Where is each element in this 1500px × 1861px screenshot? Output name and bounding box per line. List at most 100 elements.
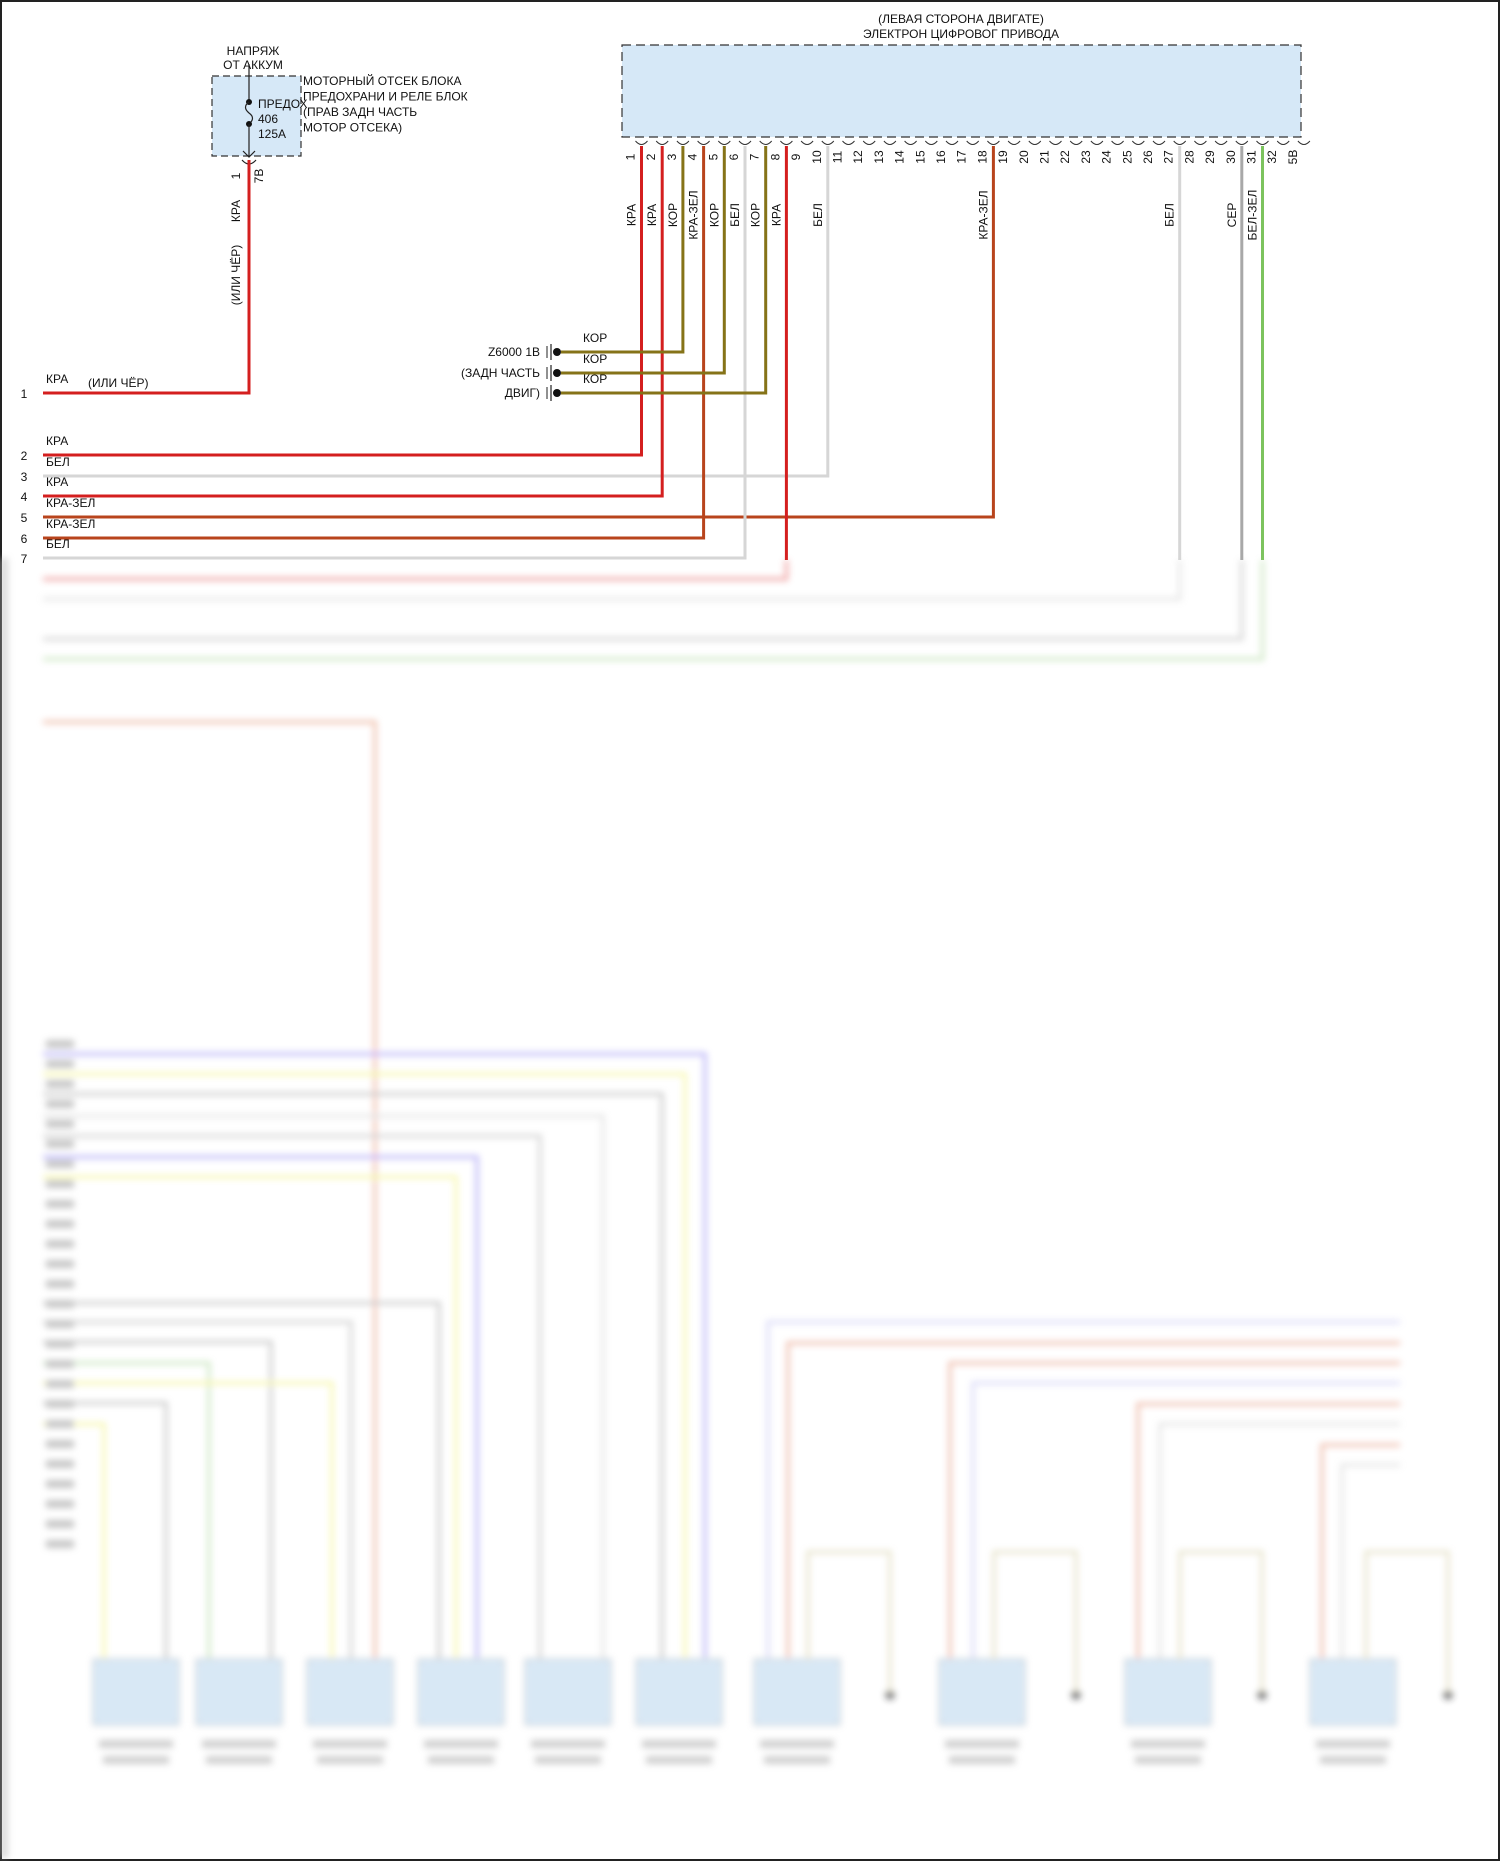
row-wire-label: БЕЛ [46,455,70,469]
blur-component [417,1658,505,1726]
ecu-pin-wire-label: КОР [707,203,721,227]
fuse-block-box [211,75,302,157]
row-wire-label: БЕЛ [46,537,70,551]
ecu-pin-number: 26 [1141,150,1155,164]
pin-connector-icon [904,140,917,145]
blur-label [46,1080,74,1088]
blur-wire [43,560,1264,661]
pin-connector-icon [780,140,793,145]
blur-label [46,1380,74,1388]
row-wire-label: КРА [46,475,68,489]
fuse-block-label: ПРЕДОХРАНИ И РЕЛЕ БЛОК [303,90,468,104]
blur-label [46,1540,74,1548]
ecu-box [621,44,1302,138]
blur-label [46,1120,74,1128]
ecu-pin-number: 21 [1038,150,1052,164]
row-wire-label: КРА [46,434,68,448]
blur-label [46,1200,74,1208]
ecu-pin-wire-label: КРА-ЗЕЛ [976,190,990,239]
row-number: 7 [21,552,28,566]
pin-connector-icon [1256,140,1269,145]
ecu-pin-number: 5 [706,153,720,160]
blur-label [46,1100,74,1108]
arrow-icon [242,150,256,158]
wire-pin-4 [43,146,706,540]
pin-connector-icon [1090,140,1104,145]
blur-label [535,1756,601,1764]
blur-label [206,1756,272,1764]
blur-wire [992,1550,1078,1690]
blur-label [46,1520,74,1528]
ground-wire-label: КОР [583,372,607,386]
fuse-block-label: (ПРАВ ЗАДН ЧАСТЬ [303,105,417,119]
ecu-pin-number: 17 [955,150,969,164]
blur-label [46,1280,74,1288]
blur-label [642,1740,716,1748]
ecu-pin-number: 18 [975,150,989,164]
blur-wire [43,720,377,1676]
blur-label [46,1060,74,1068]
blur-wire [1178,1550,1264,1690]
blur-wire [43,1301,441,1676]
row-number: 2 [21,449,28,463]
blur-component [635,1658,723,1726]
row-wire-label: КРА [46,372,68,386]
pin-connector-icon [1131,140,1145,145]
blur-label [949,1756,1015,1764]
ecu-pin-wire-label: КРА [645,204,659,226]
blur-label [46,1180,74,1188]
blur-label [317,1756,383,1764]
blur-wire [43,1052,707,1676]
pin-connector-icon [945,140,959,145]
pin-connector-icon [966,140,980,145]
blur-label [46,1480,74,1488]
ecu-pin-number: 29 [1203,150,1217,164]
ecu-pin-number: 2 [644,153,658,160]
ground-terminal [553,369,561,377]
blur-component [1309,1658,1397,1726]
ecu-pin-number: 7 [748,153,762,160]
pin-connector-icon [1214,140,1228,145]
blur-label [424,1740,498,1748]
blur-wire [786,1341,1400,1676]
ecu-pin-number: 19 [996,150,1010,164]
fuse-block-label: МОТОР ОТСЕКА) [303,121,402,135]
ecu-pin-number: 22 [1058,150,1072,164]
blur-label [46,1320,74,1328]
blur-label [764,1756,830,1764]
pin-connector-icon [1007,140,1021,145]
blur-wire [1320,1443,1400,1676]
ecu-pin-number: 16 [934,150,948,164]
blur-ground [1443,1690,1453,1700]
blur-label [202,1740,276,1748]
ecu-pin-number: 20 [1017,150,1031,164]
blur-label [46,1400,74,1408]
blur-label [760,1740,834,1748]
ecu-pin-number: 30 [1224,150,1238,164]
blur-wire [971,1381,1400,1676]
ground-wire-label: КОР [583,331,607,345]
fuse-pin-number: 1 [229,172,243,179]
pin-connector-icon [1069,140,1083,145]
blur-wire [806,1550,892,1690]
pin-connector-icon [1111,140,1124,145]
pin-connector-icon [1297,140,1311,145]
ecu-pin-wire-label: БЕЛ [1163,203,1177,227]
blur-wire [43,560,1244,641]
blur-label [46,1300,74,1308]
blur-wire [43,560,788,581]
ecu-pin-number: 25 [1120,150,1134,164]
blur-wire [766,1320,1400,1676]
blur-label [46,1040,74,1048]
ecu-pin-wire-label: КРА [769,204,783,226]
blur-label [46,1500,74,1508]
wire-ground-1 [561,146,685,354]
pin-connector-icon [717,140,731,145]
ecu-pin-wire-label: КОР [749,203,763,227]
blur-label [1135,1756,1201,1764]
blur-wire [948,1361,1400,1676]
row-number: 6 [21,532,28,546]
ground-terminal [553,389,561,397]
